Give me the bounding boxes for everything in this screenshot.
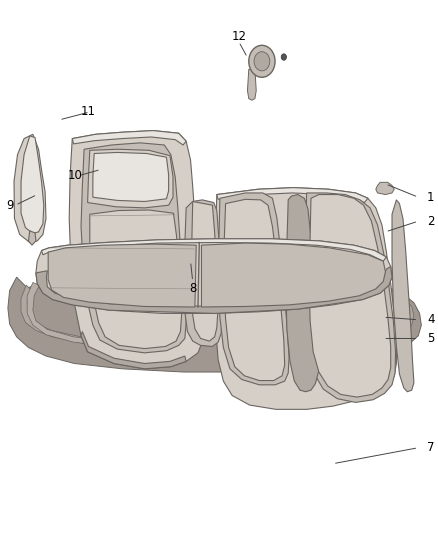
Polygon shape — [309, 195, 391, 397]
Polygon shape — [8, 271, 421, 372]
Text: 9: 9 — [7, 199, 14, 212]
Polygon shape — [224, 199, 285, 381]
Polygon shape — [21, 136, 44, 233]
Circle shape — [281, 54, 286, 60]
Polygon shape — [36, 266, 392, 313]
Polygon shape — [14, 134, 46, 243]
Polygon shape — [217, 188, 368, 203]
Polygon shape — [247, 69, 256, 100]
Text: 2: 2 — [427, 215, 434, 228]
Text: 5: 5 — [427, 332, 434, 345]
Polygon shape — [90, 210, 182, 349]
Polygon shape — [36, 239, 392, 313]
Polygon shape — [378, 287, 414, 341]
Circle shape — [249, 45, 275, 77]
Polygon shape — [93, 152, 169, 201]
Polygon shape — [72, 131, 186, 145]
Text: 11: 11 — [81, 106, 96, 118]
Polygon shape — [305, 193, 396, 402]
Polygon shape — [201, 243, 385, 307]
Text: 12: 12 — [231, 30, 246, 43]
Text: 8: 8 — [189, 282, 196, 295]
Polygon shape — [27, 282, 177, 351]
Polygon shape — [88, 149, 173, 208]
Polygon shape — [69, 131, 202, 369]
Polygon shape — [184, 200, 223, 346]
Text: 7: 7 — [427, 441, 434, 454]
Polygon shape — [81, 143, 186, 353]
Polygon shape — [28, 231, 36, 245]
Polygon shape — [81, 332, 186, 369]
Polygon shape — [215, 188, 396, 409]
Polygon shape — [48, 244, 196, 307]
Polygon shape — [191, 201, 218, 341]
Polygon shape — [392, 200, 414, 392]
Polygon shape — [376, 182, 394, 195]
Text: 10: 10 — [68, 169, 83, 182]
Polygon shape — [42, 239, 386, 261]
Text: 4: 4 — [427, 313, 434, 326]
Circle shape — [254, 52, 270, 71]
Polygon shape — [21, 285, 85, 344]
Polygon shape — [286, 195, 320, 392]
Polygon shape — [219, 193, 289, 385]
Text: 1: 1 — [427, 191, 434, 204]
Polygon shape — [223, 293, 406, 351]
